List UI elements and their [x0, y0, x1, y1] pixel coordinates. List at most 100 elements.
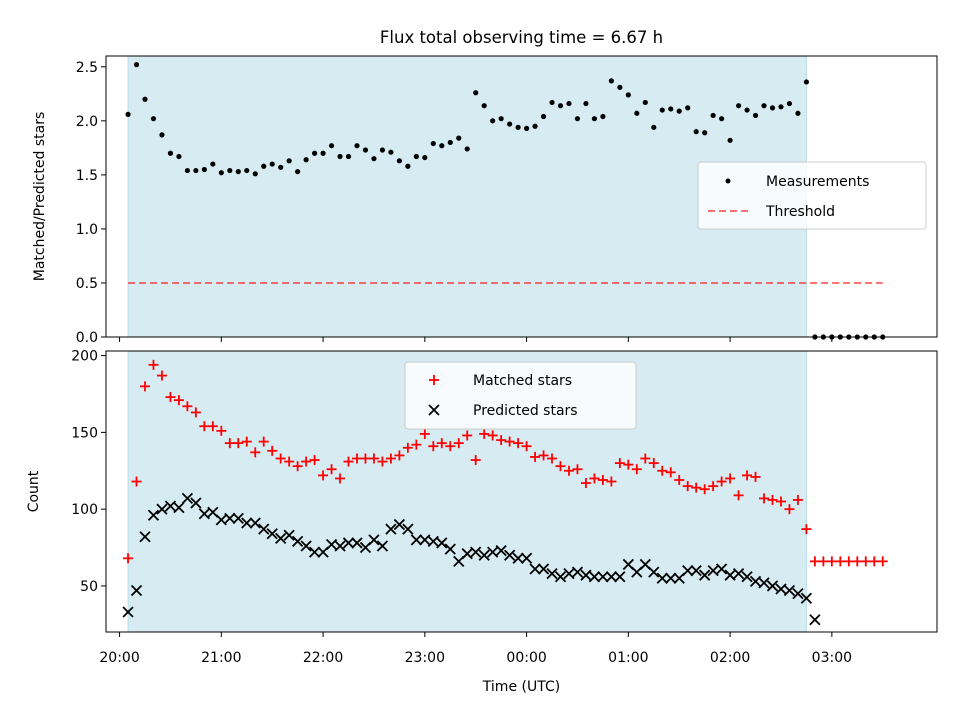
measurement-point: [583, 100, 589, 107]
count-y-axis-label: Count: [26, 470, 42, 512]
matched-star-point: [385, 453, 396, 464]
measurement-point: [600, 113, 606, 120]
predicted-star-point: [419, 534, 431, 546]
predicted-star-point: [724, 569, 736, 581]
measurement-point: [481, 103, 487, 109]
y-tick-label: 2.5: [76, 60, 98, 76]
matched-star-point: [335, 473, 346, 484]
measurement-point: [311, 150, 318, 156]
measurement-point: [261, 163, 267, 169]
matched-star-point: [292, 461, 303, 472]
predicted-star-point: [546, 568, 558, 580]
predicted-star-point: [537, 563, 550, 575]
predicted-star-point: [478, 549, 490, 561]
measurement-point: [210, 161, 216, 167]
measurement-point: [642, 99, 648, 106]
measurement-point: [523, 125, 530, 132]
matched-star-point: [725, 473, 736, 484]
measurement-point: [439, 143, 445, 149]
matched-star-point: [691, 482, 702, 493]
measurement-point: [668, 106, 674, 112]
predicted-star-point: [164, 500, 177, 512]
matched-star-point: [572, 464, 583, 475]
predicted-star-point: [258, 523, 270, 535]
measurement-point: [269, 161, 275, 167]
predicted-star-point: [461, 548, 473, 560]
matched-star-point: [504, 436, 515, 447]
matched-star-point: [267, 445, 278, 456]
x-tick-label: 21:00: [201, 650, 241, 666]
measurement-point: [167, 150, 174, 156]
matched-star-point: [453, 438, 464, 449]
count-legend: Matched stars Predicted stars: [404, 361, 637, 430]
measurement-point: [295, 169, 301, 175]
predicted-star-point: [249, 517, 261, 529]
matched-star-point: [351, 453, 362, 464]
matched-star-point: [487, 430, 498, 441]
measurement-point: [413, 153, 419, 160]
measurement-point: [490, 118, 496, 124]
matched-star-point: [860, 556, 871, 567]
measurement-point: [235, 169, 241, 175]
matched-star-point: [742, 470, 753, 481]
measurement-point: [566, 100, 572, 107]
predicted-star-point: [682, 564, 694, 577]
matched-star-point: [877, 556, 888, 567]
matched-star-point: [173, 395, 184, 406]
matched-star-point: [419, 428, 430, 439]
measurement-point: [515, 124, 521, 130]
measurement-point: [719, 116, 725, 122]
matched-star-point: [775, 496, 786, 507]
count-legend-box: [404, 361, 637, 430]
predicted-star-point: [300, 540, 312, 552]
matched-star-point: [326, 464, 337, 475]
matched-star-point: [402, 442, 413, 453]
matched-star-point: [470, 455, 481, 466]
matched-star-point: [563, 465, 574, 476]
predicted-star-point: [775, 583, 787, 595]
measurement-point: [473, 90, 479, 96]
measurement-point: [125, 111, 131, 117]
measurement-point: [507, 121, 513, 127]
matched-star-point: [284, 456, 295, 467]
matched-star-point: [801, 524, 812, 535]
legend-threshold-label: Threshold: [765, 204, 835, 220]
predicted-star-point: [571, 566, 584, 578]
matched-star-point: [309, 455, 320, 466]
measurement-point: [727, 137, 733, 143]
matched-star-point: [580, 478, 591, 489]
matched-star-point: [682, 481, 693, 492]
matched-star-point: [657, 465, 668, 476]
measurement-point: [659, 107, 665, 113]
matched-star-point: [123, 553, 134, 564]
predicted-star-point: [648, 566, 660, 578]
x-tick-label: 03:00: [812, 650, 852, 666]
y-tick-label: 0.0: [76, 330, 98, 346]
predicted-star-point: [758, 577, 770, 589]
legend-predicted-marker: [428, 404, 440, 416]
ratio-panel: 0.0 0.5 1.0 1.5 2.0 2.5 Matched/Predicted sta…: [32, 55, 938, 346]
predicted-star-point: [512, 552, 524, 564]
measurement-point: [795, 110, 801, 116]
y-tick-label: 2.0: [76, 114, 98, 130]
matched-star-point: [640, 453, 651, 464]
matched-star-point: [699, 484, 710, 495]
predicted-star-point: [588, 571, 601, 583]
measurement-point: [540, 113, 547, 120]
matched-star-point: [623, 459, 634, 470]
measurement-point: [608, 78, 614, 84]
predicted-star-point: [580, 569, 592, 581]
measurement-point: [557, 103, 564, 109]
legend-measurements-label: Measurements: [766, 174, 869, 190]
measurement-point: [761, 103, 767, 109]
predicted-star-point: [198, 508, 210, 520]
predicted-star-point: [283, 529, 295, 541]
matched-star-point: [156, 370, 167, 381]
measurement-point: [193, 167, 199, 174]
y-tick-label: 100: [71, 502, 98, 518]
predicted-star-point: [275, 532, 287, 544]
matched-star-point: [792, 494, 803, 505]
y-tick-label: 1.5: [76, 168, 98, 184]
measurement-point: [702, 130, 708, 136]
